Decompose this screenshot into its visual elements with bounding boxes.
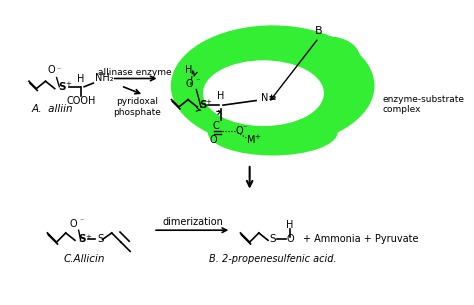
Text: S: S: [269, 234, 276, 244]
Text: +: +: [85, 234, 91, 240]
Ellipse shape: [204, 61, 323, 125]
Text: ⁻: ⁻: [195, 77, 200, 86]
Ellipse shape: [208, 109, 337, 155]
Text: ⁻: ⁻: [80, 217, 84, 225]
Text: H: H: [286, 220, 294, 230]
Text: A.  alliin: A. alliin: [31, 104, 73, 114]
Text: O: O: [185, 79, 193, 89]
Text: + Ammonia + Pyruvate: + Ammonia + Pyruvate: [303, 234, 419, 244]
Text: O: O: [69, 219, 77, 229]
Ellipse shape: [287, 37, 360, 88]
Text: pyridoxal
phosphate: pyridoxal phosphate: [114, 97, 162, 117]
Text: B: B: [315, 26, 322, 36]
Text: S: S: [79, 234, 86, 244]
Ellipse shape: [172, 26, 374, 145]
Text: +: +: [254, 134, 260, 140]
Text: dimerization: dimerization: [162, 217, 223, 227]
Text: NH₂: NH₂: [95, 74, 114, 84]
Text: allinase enzyme: allinase enzyme: [98, 67, 172, 77]
Text: S: S: [58, 82, 66, 92]
Text: ⁻: ⁻: [242, 124, 246, 133]
Text: ⁻: ⁻: [56, 66, 61, 75]
Text: O: O: [286, 234, 294, 244]
Text: C.Allicin: C.Allicin: [64, 254, 105, 264]
Text: M: M: [247, 135, 255, 145]
Text: H: H: [185, 65, 192, 75]
Ellipse shape: [186, 46, 258, 98]
Text: B. 2-propenesulfenic acid.: B. 2-propenesulfenic acid.: [209, 254, 337, 264]
Text: S: S: [97, 234, 104, 244]
Text: C: C: [212, 121, 219, 131]
Text: H: H: [77, 74, 84, 84]
Text: O: O: [210, 135, 218, 145]
Text: O: O: [47, 65, 55, 75]
Text: S: S: [199, 100, 207, 110]
Text: O: O: [236, 126, 244, 136]
Text: enzyme-substrate
complex: enzyme-substrate complex: [383, 95, 465, 114]
Text: N≡: N≡: [261, 93, 276, 103]
Text: COOH: COOH: [67, 96, 96, 106]
Text: +: +: [65, 81, 71, 87]
Text: +: +: [206, 99, 211, 106]
Text: H: H: [218, 91, 225, 101]
